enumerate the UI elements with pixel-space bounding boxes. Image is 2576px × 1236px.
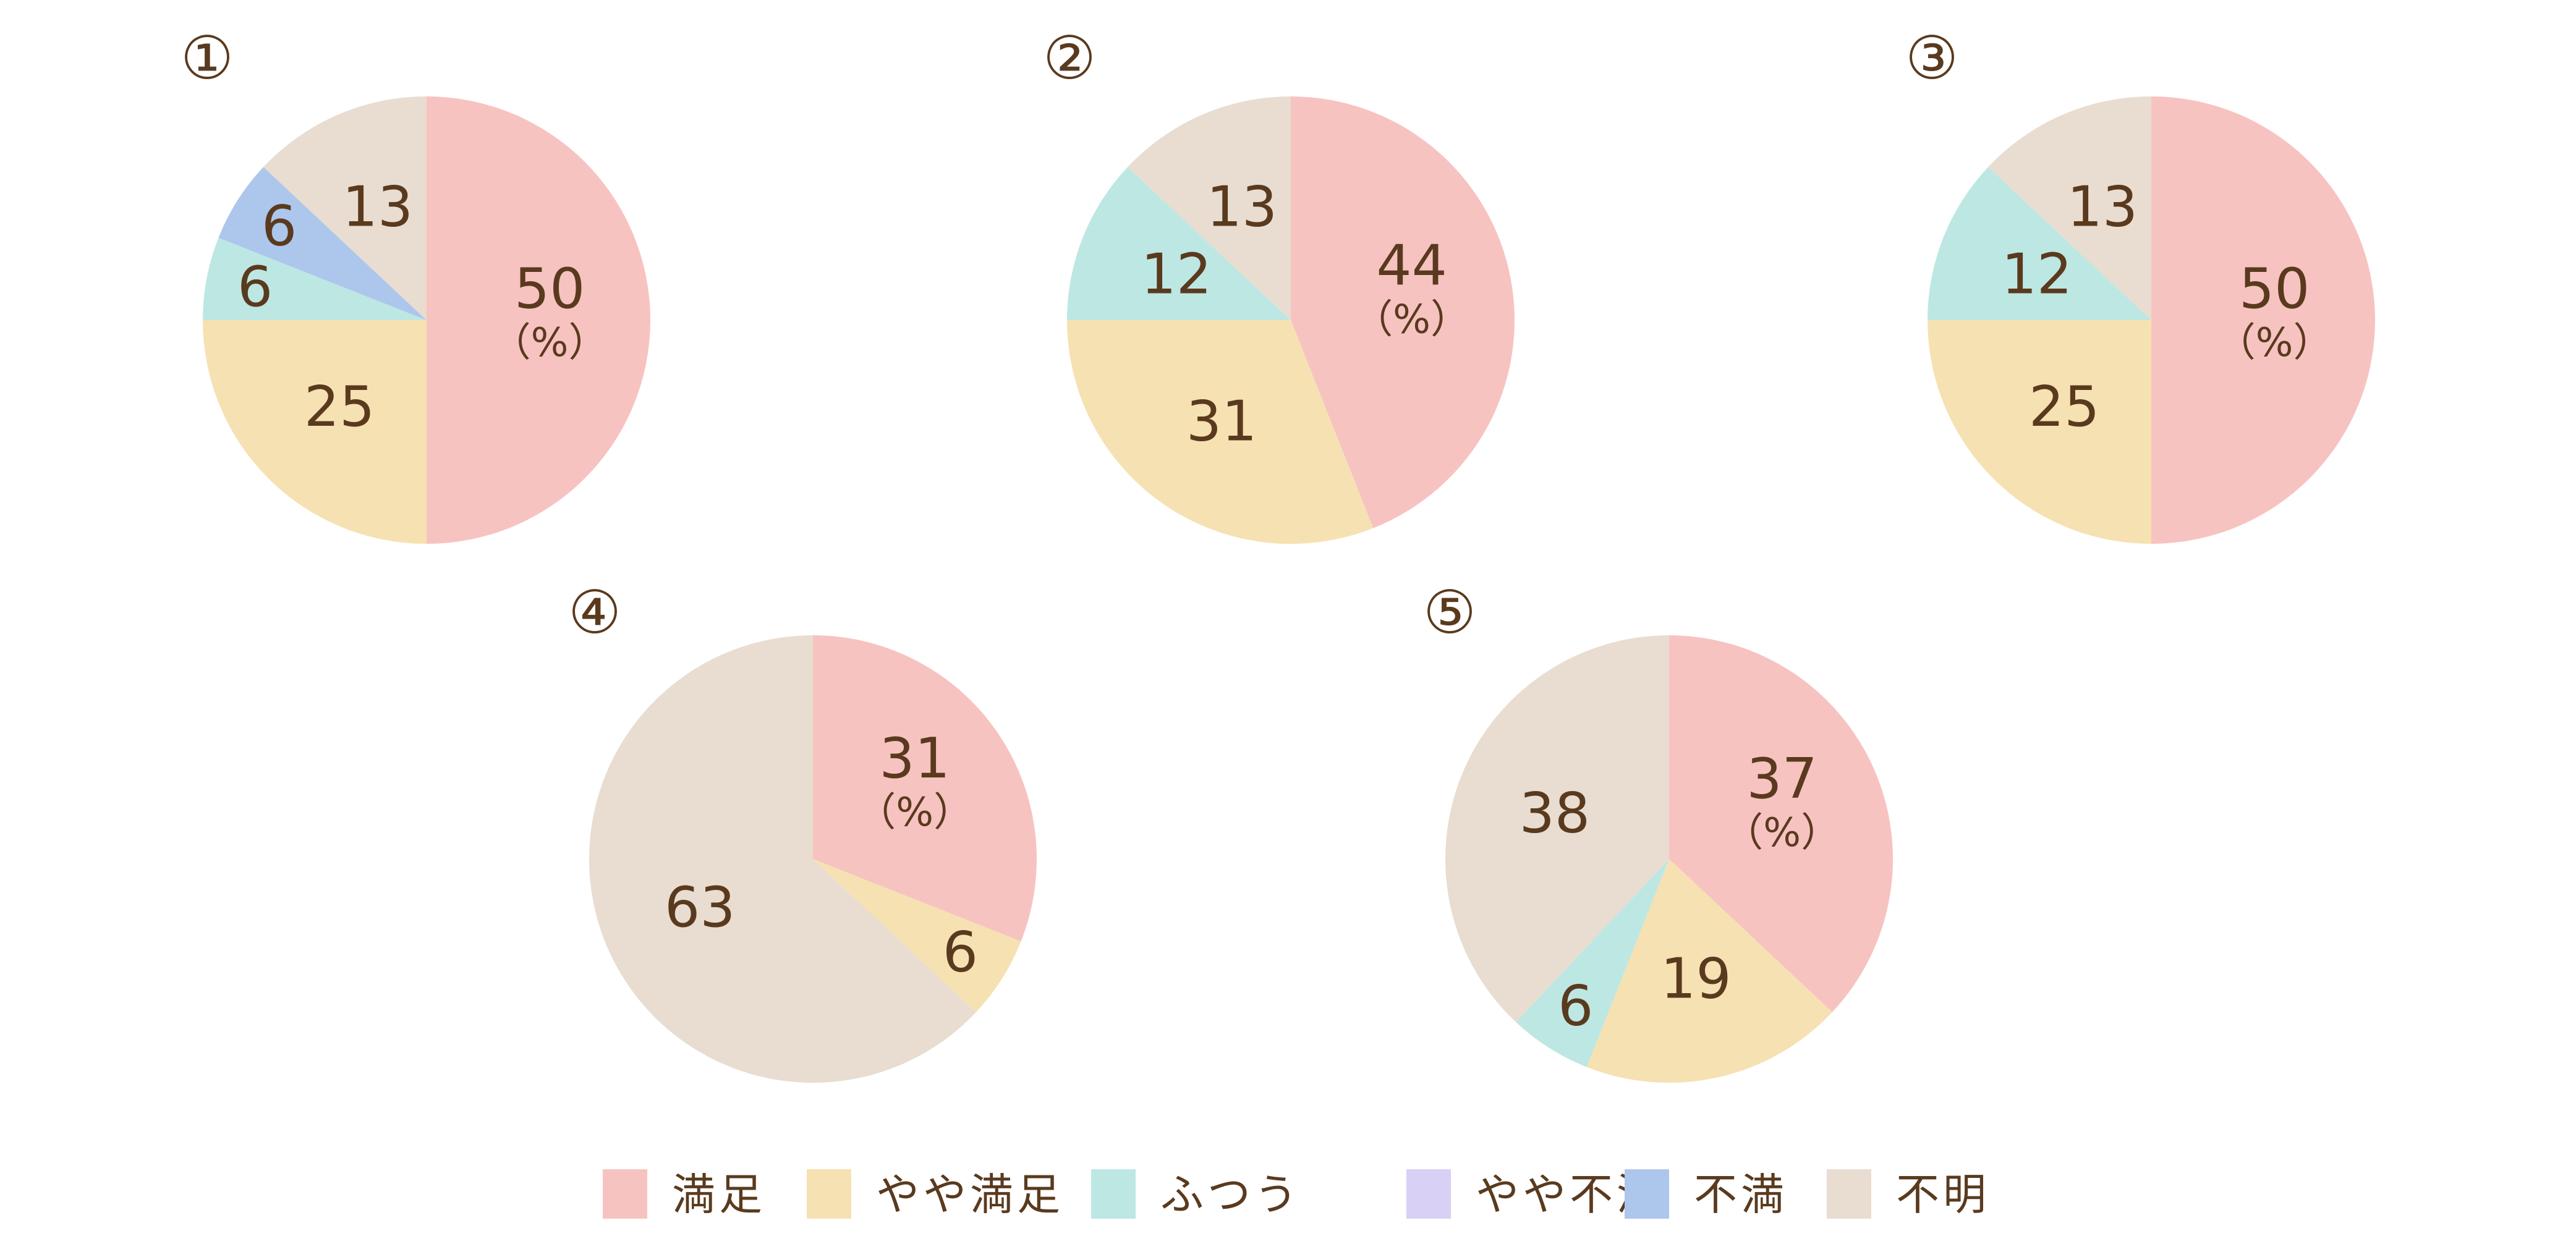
legend-swatch <box>1091 1169 1136 1219</box>
legend-item: 不明 <box>1827 1169 1990 1220</box>
unit-label: （%） <box>1353 297 1470 343</box>
slice-value-label: 13 <box>2067 174 2138 239</box>
pie-slice-満足 <box>813 635 1037 942</box>
pie-slice-不明 <box>589 635 976 1083</box>
unit-label: （%） <box>2216 320 2333 366</box>
pie-slice-満足 <box>427 96 650 544</box>
slice-value-label: 25 <box>2029 375 2100 439</box>
chart-number-marker: ② <box>1043 23 1096 93</box>
pie-chart-5: 37（%） 19 6 38 ⑤ <box>1423 578 1894 1083</box>
pie-slice-ふつう <box>1516 859 1669 1067</box>
slice-value-label: 6 <box>943 920 978 984</box>
slice-value-label: 6 <box>237 255 273 320</box>
pie-slice-ふつう <box>203 237 427 320</box>
slice-value-label: 6 <box>261 194 297 259</box>
slice-value-label: 38 <box>1520 781 1591 846</box>
slice-value-label: 37 <box>1746 747 1817 811</box>
pie-slice-やや満足 <box>1067 320 1374 544</box>
legend-label: 満足 <box>672 1169 766 1220</box>
pie-chart-1: 50（%） 25 66 13 ① <box>181 23 650 544</box>
legend: 満足 やや満足 ふつう やや不満 不満 不明 <box>603 1169 1990 1220</box>
legend-swatch <box>1406 1169 1451 1219</box>
slice-value-label: 44 <box>1376 234 1447 298</box>
legend-label: やや満足 <box>876 1169 1064 1220</box>
pie-slice-やや満足 <box>1928 320 2151 544</box>
slice-value-label: 19 <box>1660 946 1732 1011</box>
pie-slice-やや満足 <box>813 859 1021 1012</box>
pie-slice-やや満足 <box>1586 859 1832 1083</box>
chart-number-marker: ③ <box>1905 23 1958 93</box>
slice-value-label: 13 <box>342 174 414 239</box>
slice-value-label: 31 <box>1186 389 1257 454</box>
pie-slice-ふつう <box>1927 167 2151 320</box>
pie-slice-不明 <box>263 96 427 320</box>
slice-value-label: 50 <box>2239 256 2310 321</box>
pie-slice-不明 <box>1445 635 1669 1022</box>
chart-number-marker: ① <box>181 23 234 93</box>
legend-swatch <box>1827 1169 1871 1219</box>
legend-item: ふつう <box>1091 1169 1301 1220</box>
legend-swatch <box>603 1169 647 1219</box>
legend-label: 不満 <box>1694 1169 1788 1220</box>
legend-item: 満足 <box>603 1169 766 1220</box>
legend-label: ふつう <box>1160 1169 1301 1220</box>
chart-number-marker: ⑤ <box>1423 578 1476 647</box>
unit-label: （%） <box>491 320 608 366</box>
legend-item: 不満 <box>1625 1169 1788 1220</box>
unit-label: （%） <box>1724 810 1840 856</box>
pie-slice-ふつう <box>1067 167 1291 320</box>
pie-slice-不明 <box>1128 96 1291 320</box>
slice-value-label: 50 <box>514 256 585 321</box>
pie-slice-満足 <box>2151 96 2375 544</box>
pie-slice-満足 <box>1291 96 1515 528</box>
chart-number-marker: ④ <box>568 578 621 647</box>
unit-label: （%） <box>856 790 973 836</box>
pie-slice-不満 <box>218 167 427 320</box>
legend-swatch <box>1625 1169 1669 1219</box>
slice-value-label: 12 <box>2002 242 2073 307</box>
slice-value-label: 12 <box>1141 242 1212 307</box>
slice-value-label: 25 <box>304 375 375 439</box>
slice-value-label: 63 <box>665 875 736 940</box>
pie-slice-満足 <box>1669 635 1894 1012</box>
slice-value-label: 6 <box>1558 973 1593 1038</box>
pie-slice-やや満足 <box>203 320 427 544</box>
slice-value-label: 13 <box>1207 174 1278 239</box>
legend-item: やや満足 <box>807 1169 1064 1220</box>
slice-value-label: 31 <box>879 726 950 791</box>
pie-chart-4: 31（%） 6 63 ④ <box>568 578 1037 1083</box>
pie-slice-不明 <box>1988 96 2151 320</box>
legend-swatch <box>807 1169 851 1219</box>
legend-label: 不明 <box>1896 1169 1990 1220</box>
